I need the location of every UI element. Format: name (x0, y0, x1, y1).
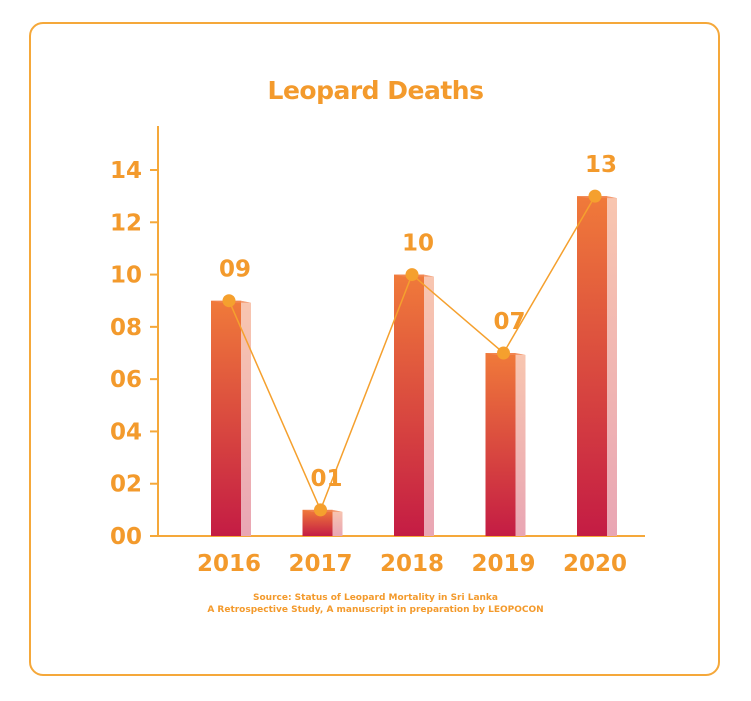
data-labels: 09 01 10 07 13 (219, 152, 617, 492)
source-line-1: Source: Status of Leopard Mortality in S… (253, 593, 498, 603)
bar-front-face (577, 196, 607, 536)
data-label: 10 (402, 231, 434, 257)
x-tick-label: 2016 (197, 551, 261, 577)
source-note: Source: Status of Leopard Mortality in S… (0, 592, 751, 616)
data-point-marker (222, 294, 236, 308)
x-tick-label: 2018 (380, 551, 444, 577)
data-label: 01 (310, 466, 342, 492)
bar-side-face (424, 274, 434, 536)
bar-side-face (515, 353, 526, 536)
bar-side-face (607, 196, 617, 536)
chart-card (29, 22, 720, 676)
y-axis-tick-labels: 00 02 04 06 08 10 12 14 (110, 158, 142, 550)
overlay-line (222, 189, 602, 517)
y-tick-label: 10 (110, 263, 142, 289)
y-tick-label: 06 (110, 367, 142, 393)
y-tick-label: 00 (110, 524, 142, 550)
bar-side-face (241, 300, 251, 536)
data-point-marker (497, 346, 510, 360)
data-point-marker (314, 503, 327, 517)
y-tick-label: 14 (110, 158, 142, 184)
bar (211, 300, 251, 536)
bar-front-face (485, 353, 516, 536)
x-tick-label: 2020 (563, 551, 627, 577)
x-tick-label: 2017 (288, 551, 352, 577)
bar (394, 274, 434, 536)
bar-front-face (394, 274, 424, 536)
bar (577, 196, 617, 536)
y-tick-label: 04 (110, 419, 142, 445)
data-label: 09 (219, 257, 251, 283)
x-tick-label: 2019 (471, 551, 535, 577)
data-label: 13 (585, 152, 617, 178)
y-tick-label: 12 (110, 210, 142, 236)
bar-side-face (332, 509, 343, 536)
bar (485, 353, 526, 536)
x-axis-tick-labels: 2016 2017 2018 2019 2020 (197, 551, 627, 577)
data-label: 07 (493, 309, 525, 335)
bar-front-face (211, 300, 241, 536)
bars (211, 196, 617, 536)
data-point-marker (405, 268, 419, 282)
y-tick-label: 08 (110, 315, 142, 341)
source-line-2: A Retrospective Study, A manuscript in p… (207, 605, 544, 615)
data-point-marker (588, 189, 602, 203)
chart-title: Leopard Deaths (267, 76, 484, 105)
y-tick-label: 02 (110, 472, 142, 498)
